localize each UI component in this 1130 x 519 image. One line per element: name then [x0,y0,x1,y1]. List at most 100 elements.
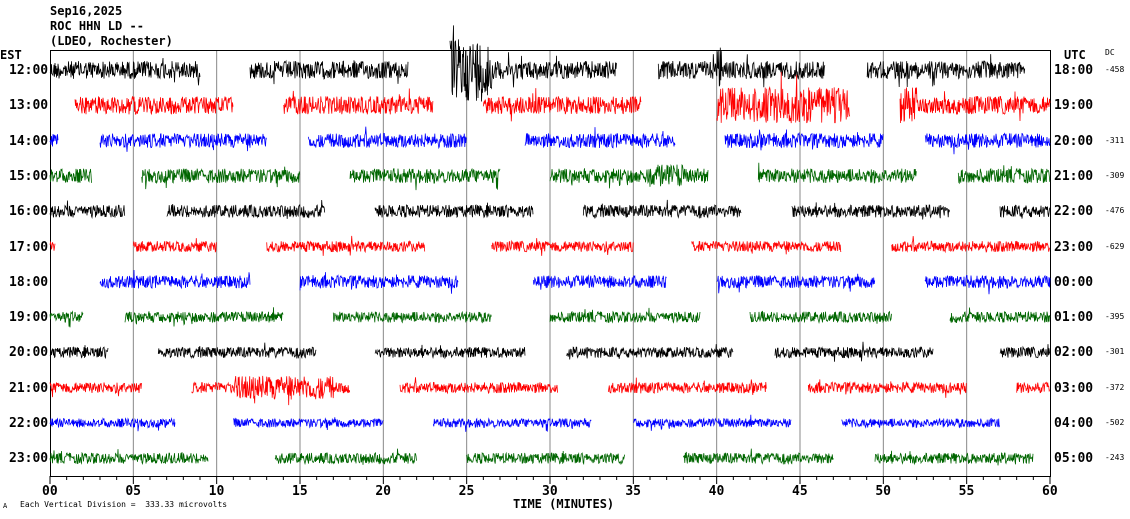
corner-mark: A [3,502,8,510]
trace-segment [124,307,284,327]
trace-segment [716,273,876,294]
trace-segment [332,310,492,324]
x-tick-label: 05 [125,484,141,499]
trace-segment [249,59,409,85]
plot-date: Sep16,2025 [50,4,123,18]
utc-hour-label: 04:00 [1054,416,1094,431]
trace-segment [49,240,56,251]
trace-segment [432,417,592,432]
trace-segment [549,307,701,324]
trace-segment [157,342,317,360]
est-hour-label: 18:00 [9,274,49,290]
est-hour-label: 20:00 [9,345,49,361]
x-tick-label: 00 [42,484,58,499]
trace-segment [774,341,934,362]
x-tick-label: 30 [542,484,558,499]
trace-segment [349,167,501,191]
dc-label: DC [1105,48,1115,57]
est-hour-label: 23:00 [9,451,49,467]
trace-segment [449,25,617,102]
utc-hour-label: 00:00 [1054,274,1094,290]
utc-hour-label: 05:00 [1054,451,1094,467]
trace-segment [999,204,1051,219]
trace-segment [141,166,301,190]
x-tick-label: 10 [208,484,225,499]
est-hour-label: 13:00 [9,98,49,114]
x-axis-title: TIME (MINUTES) [513,497,615,511]
est-hour-label: 17:00 [9,239,49,255]
dc-offset: -502 [1105,418,1125,427]
trace-segment [582,199,742,219]
x-tick-label: 25 [458,484,475,499]
est-hour-label: 14:00 [9,133,49,149]
trace-segment [1016,381,1051,394]
utc-hour-label: 19:00 [1054,98,1094,114]
est-hour-label: 22:00 [9,416,49,431]
trace-segment [957,165,1051,185]
x-tick-label: 55 [958,484,975,499]
trace-segment [99,269,251,290]
trace-segment [49,168,92,183]
trace-segment [807,379,967,398]
trace-segment [949,307,1051,324]
dc-offset: -301 [1105,347,1125,357]
utc-hour-label: 22:00 [1054,204,1094,220]
utc-hour-label: 18:00 [1054,63,1094,78]
trace-segment [49,449,209,465]
est-hour-label: 16:00 [9,204,49,220]
trace-segment [49,345,109,360]
station-code: ROC HHN LD -- [50,19,144,33]
x-tick-label: 40 [708,484,725,499]
x-tick-label: 20 [375,484,391,499]
trace-segment [482,88,642,122]
trace-segment [49,200,126,219]
trace-segment [632,414,792,431]
trace-segment [924,274,1051,295]
trace-segment [724,129,884,151]
utc-hour-label: 21:00 [1054,168,1094,184]
trace-segment [232,417,384,431]
trace-segment [466,450,626,466]
x-tick-label: 50 [875,484,891,499]
trace-segment [924,132,1051,155]
trace-segment [374,344,526,360]
trace-segment [532,274,667,290]
trace-segment [74,96,234,116]
trace-segment [49,310,84,328]
trace-segment [132,238,217,253]
trace-segment [999,344,1051,359]
scale-note: Each Vertical Division = 333.33 microvol… [20,500,228,509]
dc-offset: -309 [1105,170,1125,180]
trace-segment [607,377,767,396]
trace-segment [657,47,826,88]
trace-segment [399,377,559,395]
dc-offset: -311 [1105,135,1125,145]
trace-segment [682,448,834,465]
trace-segment [49,134,59,147]
est-hour-label: 21:00 [9,380,49,396]
utc-hour-label: 01:00 [1054,310,1094,326]
x-tick-label: 45 [792,484,808,499]
trace-segment [866,54,1026,88]
trace-segment [307,126,467,150]
trace-segment [899,87,1051,124]
trace-segment [757,162,917,184]
trace-segment [716,71,851,124]
trace-segment [841,417,1001,429]
trace-segment [374,202,534,219]
trace-segment [524,127,676,149]
trace-segment [274,448,417,466]
dc-offset: -372 [1105,382,1125,392]
x-tick-label: 35 [625,484,641,499]
trace-segment [891,236,1051,254]
trace-segment [49,417,176,432]
trace-segment [566,344,734,360]
utc-label: UTC [1064,48,1086,62]
utc-hour-label: 20:00 [1054,133,1094,149]
est-hour-label: 15:00 [9,168,49,184]
trace-segment [99,132,267,152]
trace-segment [49,382,142,398]
utc-hour-label: 23:00 [1054,239,1094,255]
